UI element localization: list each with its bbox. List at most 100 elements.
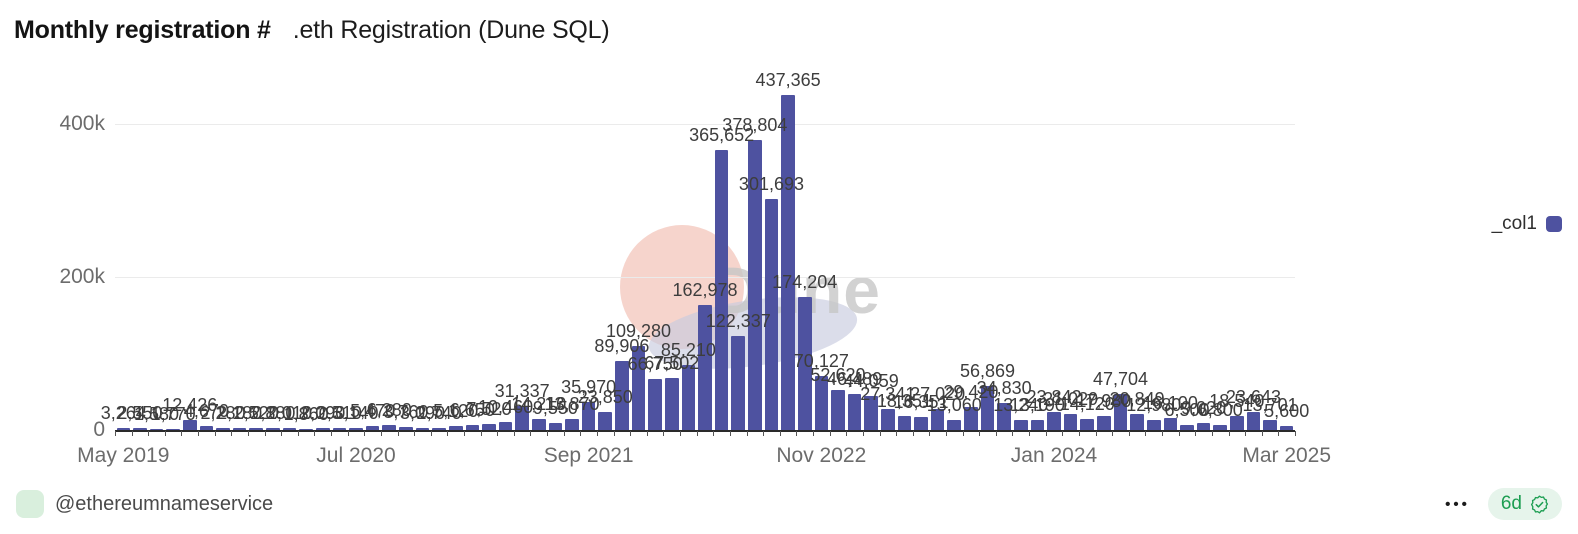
bar-value-label: 5,600 (1264, 400, 1310, 421)
y-axis-tick-label: 0 (93, 418, 105, 441)
bar-oct-2021 (598, 411, 613, 430)
x-axis-tickmark (380, 431, 382, 436)
x-axis-tickmark (1045, 431, 1047, 436)
bar-value-label: 13,240 (993, 394, 1049, 415)
bar-value-label: 13,701 (1242, 394, 1298, 415)
y-axis-tick-label: 400k (59, 112, 105, 135)
x-axis-tickmark (1112, 431, 1114, 436)
verified-seal-icon (1530, 494, 1549, 514)
x-axis-tickmark (1245, 431, 1247, 436)
x-axis-tickmark (829, 431, 831, 436)
x-axis-tickmark (1029, 431, 1031, 436)
x-axis-tickmark (1128, 431, 1130, 436)
x-axis-tickmark (181, 431, 183, 436)
x-axis-tickmark (331, 431, 333, 436)
x-axis-line (115, 430, 1295, 432)
author-avatar[interactable] (16, 490, 44, 518)
bar-oct-2024 (1196, 423, 1211, 430)
x-axis-tick-label: Nov 2022 (776, 444, 867, 467)
x-axis-tickmark (547, 431, 549, 436)
bar-value-label: 301,693 (738, 174, 805, 195)
bar-value-label: 13,190 (1009, 394, 1065, 415)
bar-sep-2021 (581, 402, 596, 430)
bar-value-label: 6,800 (1197, 399, 1243, 420)
footer: @ethereumnameservice ••• 6d (0, 482, 1578, 526)
x-axis-tickmark (281, 431, 283, 436)
x-axis-tickmark (314, 431, 316, 436)
legend-item-col1[interactable]: _col1 (1492, 213, 1562, 235)
bar-dec-2021 (631, 346, 646, 430)
bar-value-label: 52,620 (810, 364, 866, 385)
bar-value-label: 365,652 (689, 125, 755, 146)
author-handle[interactable]: @ethereumnameservice (55, 492, 274, 515)
bar-value-label: 5,470 (350, 400, 396, 421)
bar-value-label: 437,365 (755, 70, 821, 91)
bar-value-label: 14,120 (1059, 394, 1115, 415)
freshness-badge[interactable]: 6d (1487, 488, 1562, 520)
bar-value-label: 2,740 (416, 402, 462, 423)
chart-title: Monthly registration # (14, 16, 271, 44)
bar-value-label: 6,650 (449, 399, 495, 420)
bar-dec-2022 (831, 389, 845, 430)
x-axis-tickmark (596, 431, 598, 436)
bar-oct-2019 (199, 426, 214, 430)
bar-may-2022 (714, 150, 729, 430)
x-axis-tickmark (231, 431, 233, 436)
x-axis-tickmark (696, 431, 698, 436)
bar-value-label: 70,127 (793, 351, 849, 372)
bar-value-label: 5,120 (433, 401, 479, 422)
bar-nov-2021 (615, 361, 629, 430)
x-axis-tickmark (264, 431, 266, 436)
bar-feb-2023 (864, 396, 878, 430)
bar-value-label: 12,980 (1126, 395, 1182, 416)
bar-mar-2020 (282, 428, 297, 430)
chart-header: Monthly registration # .eth Registration… (14, 16, 610, 45)
x-axis-tickmark (680, 431, 682, 436)
bar-value-label: 29,420 (943, 382, 999, 403)
x-axis-tickmark (729, 431, 731, 436)
bar-value-label: 67,502 (644, 353, 700, 374)
bar-value-label: 4,670 (183, 401, 229, 422)
bar-jun-2020 (332, 428, 347, 430)
y-gridline (115, 277, 1295, 278)
x-axis-tickmark (1145, 431, 1147, 436)
bar-jul-2019 (149, 428, 164, 430)
bar-chart: Dune 0 200k 400k 3,264 2,550 1,580 1,770 12,426… (59, 70, 1331, 467)
bar-value-label: 16,100 (1142, 392, 1198, 413)
x-axis-tickmark (1261, 431, 1263, 436)
x-axis-tickmark (513, 431, 515, 436)
x-axis-tickmark (746, 431, 748, 436)
x-axis-tickmark (198, 431, 200, 436)
bar-value-label: 13,870 (544, 394, 600, 415)
bar-apr-2022 (698, 305, 712, 430)
bar-jun-2021 (531, 419, 546, 430)
x-axis-tickmark (214, 431, 216, 436)
x-axis-tickmark (430, 431, 432, 436)
x-axis-tickmark (580, 431, 582, 436)
x-axis-tickmark (1228, 431, 1230, 436)
bar-nov-2023 (1013, 419, 1028, 430)
bar-value-label: 12,426 (162, 395, 218, 416)
x-axis-tickmark (1178, 431, 1180, 436)
x-axis-tickmark (1162, 431, 1164, 436)
bar-dec-2020 (432, 427, 446, 430)
bar-nov-2019 (216, 428, 230, 430)
bar-value-label: 109,280 (605, 321, 672, 342)
bar-value-label: 6,500 (1164, 400, 1210, 421)
x-axis-tickmark (929, 431, 931, 436)
bar-value-label: 23,850 (577, 386, 633, 407)
y-gridline (115, 124, 1295, 125)
bar-nov-2022 (814, 376, 829, 430)
bar-value-label: 10,460 (478, 396, 534, 417)
bar-value-label: 35,970 (561, 377, 617, 398)
bar-nov-2024 (1213, 424, 1227, 430)
x-axis-tickmark (1211, 431, 1213, 436)
bar-value-label: 2,180 (217, 403, 263, 424)
overflow-menu-icon[interactable]: ••• (1445, 495, 1470, 513)
bar-jul-2020 (349, 427, 363, 430)
bar-value-label: 7,520 (466, 399, 512, 420)
x-axis-tickmark (115, 431, 116, 436)
bar-jan-2024 (1047, 411, 1061, 430)
x-axis-tick-label: May 2019 (77, 444, 170, 467)
